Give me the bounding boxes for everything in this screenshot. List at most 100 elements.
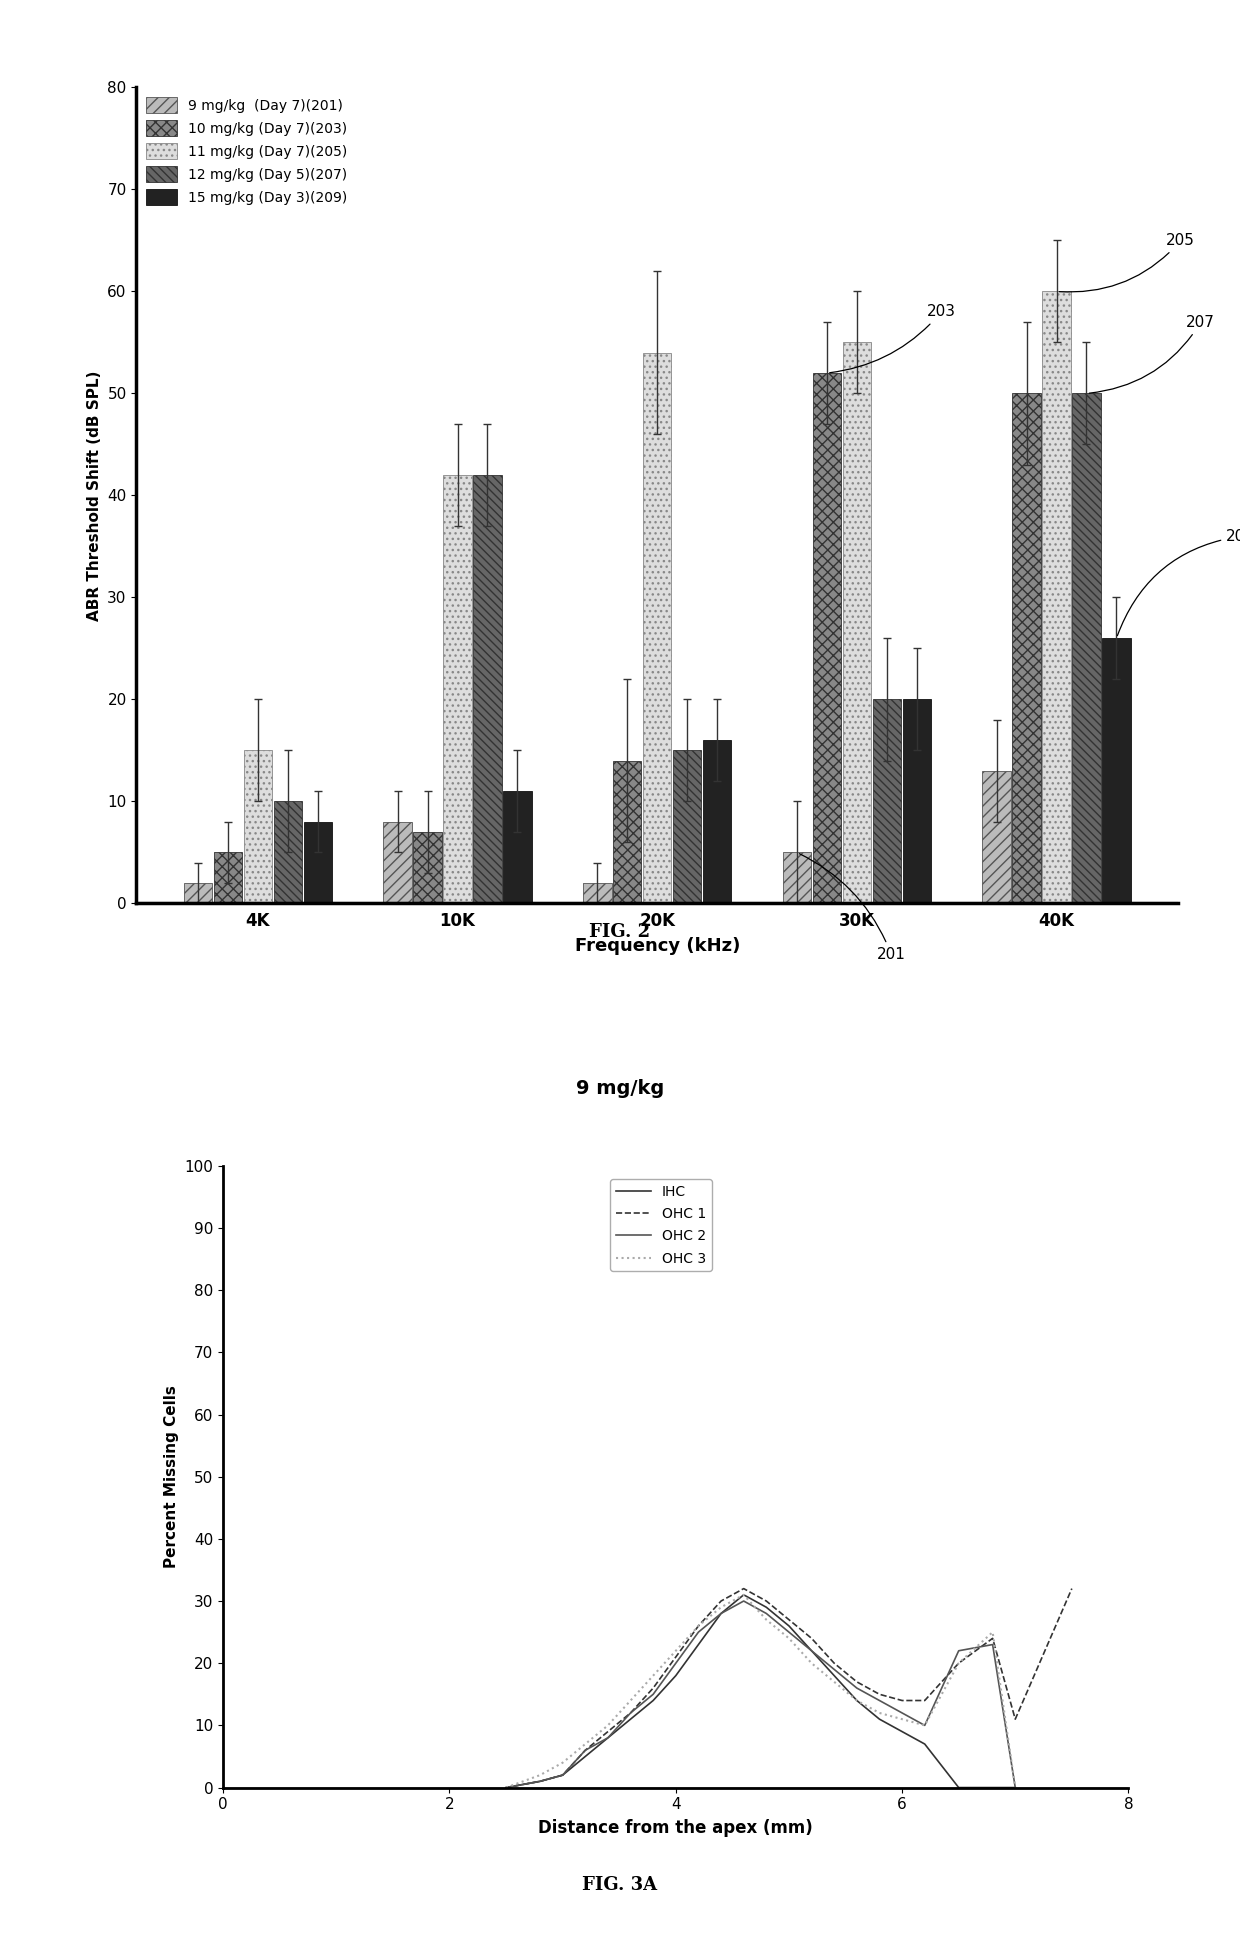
Text: 209: 209 [1117, 528, 1240, 635]
IHC [737, 1584, 751, 1607]
OHC 2 [498, 1776, 513, 1799]
OHC 3 [737, 1584, 751, 1607]
IHC [804, 1640, 818, 1663]
OHC 1 [918, 1688, 932, 1712]
OHC 2 [691, 1620, 706, 1644]
OHC 2 [985, 1632, 999, 1655]
OHC 3 [827, 1671, 842, 1694]
IHC [556, 1764, 570, 1788]
OHC 2 [556, 1764, 570, 1788]
Line: OHC 2: OHC 2 [506, 1601, 1016, 1788]
Bar [213, 853, 242, 903]
Bar [243, 750, 272, 903]
IHC [918, 1733, 932, 1756]
Line: OHC 1: OHC 1 [506, 1589, 1071, 1788]
Bar [444, 474, 471, 903]
Text: FIG. 2: FIG. 2 [589, 923, 651, 940]
Bar [673, 750, 702, 903]
IHC [646, 1688, 661, 1712]
OHC 3 [781, 1626, 796, 1650]
IHC [600, 1725, 615, 1749]
OHC 1 [827, 1652, 842, 1675]
OHC 1 [1008, 1708, 1023, 1731]
OHC 3 [646, 1663, 661, 1687]
Bar [644, 352, 671, 903]
OHC 3 [1008, 1776, 1023, 1799]
OHC 1 [600, 1720, 615, 1743]
Text: 201: 201 [800, 853, 905, 962]
IHC [894, 1720, 909, 1743]
OHC 3 [849, 1688, 864, 1712]
IHC [691, 1632, 706, 1655]
OHC 3 [600, 1714, 615, 1737]
OHC 2 [533, 1770, 548, 1793]
OHC 1 [622, 1702, 637, 1725]
IHC [498, 1776, 513, 1799]
OHC 1 [894, 1688, 909, 1712]
OHC 3 [759, 1609, 774, 1632]
IHC [985, 1776, 999, 1799]
OHC 2 [804, 1640, 818, 1663]
OHC 1 [498, 1776, 513, 1799]
OHC 2 [578, 1739, 593, 1762]
Bar [812, 373, 841, 903]
OHC 3 [951, 1652, 966, 1675]
Bar [982, 771, 1011, 903]
OHC 1 [1064, 1578, 1079, 1601]
OHC 2 [872, 1688, 887, 1712]
Text: FIG. 3A: FIG. 3A [583, 1877, 657, 1894]
IHC [849, 1688, 864, 1712]
IHC [622, 1708, 637, 1731]
OHC 1 [759, 1589, 774, 1613]
IHC [827, 1663, 842, 1687]
Line: IHC: IHC [506, 1595, 1016, 1788]
OHC 3 [894, 1708, 909, 1731]
OHC 2 [668, 1652, 683, 1675]
OHC 1 [849, 1671, 864, 1694]
X-axis label: Frequency (kHz): Frequency (kHz) [574, 937, 740, 954]
OHC 1 [985, 1626, 999, 1650]
Bar [782, 853, 811, 903]
IHC [951, 1776, 966, 1799]
OHC 2 [894, 1702, 909, 1725]
Bar [304, 822, 332, 903]
Bar [1043, 291, 1071, 903]
OHC 3 [985, 1620, 999, 1644]
OHC 1 [737, 1578, 751, 1601]
Text: 205: 205 [1059, 233, 1195, 291]
Bar [903, 699, 931, 903]
Bar [1102, 637, 1131, 903]
Bar [1073, 392, 1101, 903]
OHC 1 [951, 1652, 966, 1675]
Bar [184, 882, 212, 903]
OHC 2 [737, 1589, 751, 1613]
OHC 3 [691, 1615, 706, 1638]
Text: 203: 203 [830, 305, 956, 373]
OHC 3 [622, 1688, 637, 1712]
OHC 2 [759, 1601, 774, 1624]
OHC 1 [578, 1739, 593, 1762]
OHC 2 [849, 1677, 864, 1700]
Bar [503, 791, 532, 903]
OHC 3 [713, 1595, 728, 1619]
OHC 1 [556, 1764, 570, 1788]
OHC 2 [713, 1601, 728, 1624]
OHC 3 [804, 1652, 818, 1675]
IHC [713, 1601, 728, 1624]
X-axis label: Distance from the apex (mm): Distance from the apex (mm) [538, 1819, 813, 1838]
OHC 2 [951, 1640, 966, 1663]
IHC [668, 1663, 683, 1687]
Legend: 9 mg/kg  (Day 7)(201), 10 mg/kg (Day 7)(203), 11 mg/kg (Day 7)(205), 12 mg/kg (D: 9 mg/kg (Day 7)(201), 10 mg/kg (Day 7)(2… [144, 95, 350, 208]
OHC 3 [872, 1702, 887, 1725]
Bar [383, 822, 412, 903]
Y-axis label: Percent Missing Cells: Percent Missing Cells [164, 1385, 179, 1568]
OHC 3 [918, 1714, 932, 1737]
OHC 2 [781, 1620, 796, 1644]
OHC 2 [646, 1683, 661, 1706]
Legend: IHC, OHC 1, OHC 2, OHC 3: IHC, OHC 1, OHC 2, OHC 3 [610, 1179, 712, 1271]
OHC 1 [668, 1646, 683, 1669]
OHC 2 [827, 1657, 842, 1681]
IHC [781, 1615, 796, 1638]
Text: 9 mg/kg: 9 mg/kg [575, 1078, 665, 1098]
OHC 3 [578, 1733, 593, 1756]
